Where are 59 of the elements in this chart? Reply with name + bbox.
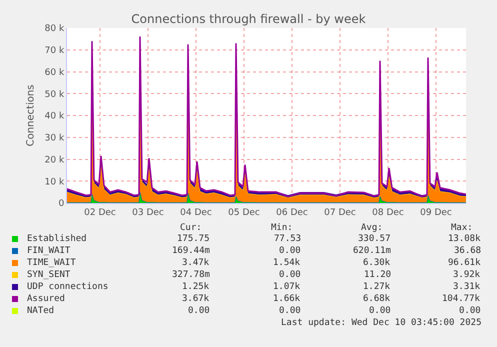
text: Min:	[271, 223, 293, 233]
y-tick-label: 20 k	[44, 155, 65, 166]
legend-label: Established	[27, 234, 87, 244]
text: 0.00	[459, 306, 481, 316]
text: 1.27k	[363, 282, 391, 292]
x-tick-label: 04 Dec	[180, 208, 212, 218]
x-tick-label: 08 Dec	[372, 208, 404, 218]
legend-label: TIME_WAIT	[27, 258, 76, 268]
text: 0.00	[279, 246, 301, 256]
legend-label: UDP connections	[27, 282, 108, 292]
legend-label: FIN_WAIT	[27, 246, 71, 256]
text: 175.75	[177, 234, 210, 244]
y-tick-label: 10 k	[44, 177, 65, 188]
y-tick-label: 80 k	[44, 24, 65, 34]
chart-title: Connections through firewall - by week	[131, 12, 366, 26]
text: 0.00	[279, 306, 301, 316]
x-tick-label: 06 Dec	[276, 208, 308, 218]
text: 1.07k	[273, 282, 301, 292]
text: 327.78m	[172, 270, 210, 280]
y-tick-label: 30 k	[44, 134, 65, 144]
text: 3.47k	[182, 258, 210, 268]
x-tick-label: 03 Dec	[132, 208, 164, 218]
legend-label: SYN_SENT	[27, 270, 71, 280]
text: 0.00	[369, 306, 391, 316]
text: 3.31k	[453, 282, 481, 292]
legend-label: Assured	[27, 294, 65, 304]
text: 11.20	[364, 270, 392, 280]
y-tick-label: 70 k	[44, 46, 65, 56]
text: 169.44m	[172, 246, 210, 256]
legend-label: NATed	[27, 306, 54, 316]
text: 36.68	[454, 246, 482, 256]
text: Last update: Wed Dec 10 03:45:00 2025	[281, 318, 482, 328]
text: 330.57	[358, 234, 391, 244]
text: Cur:	[180, 223, 202, 233]
y-axis-title: Connections	[26, 84, 37, 146]
y-tick-label: 50 k	[44, 90, 65, 100]
x-tick-label: 07 Dec	[324, 208, 356, 218]
text: 6.68k	[363, 294, 391, 304]
y-tick-label: 60 k	[44, 68, 65, 78]
text: 1.25k	[182, 282, 210, 292]
text: 104.77k	[442, 294, 481, 304]
text: 0.00	[188, 306, 210, 316]
text: 96.61k	[448, 258, 482, 268]
text: 620.11m	[353, 246, 391, 256]
y-tick-label: 0	[58, 199, 64, 210]
text: 13.08k	[448, 234, 482, 244]
x-tick-label: 02 Dec	[84, 208, 116, 218]
x-tick-label: 05 Dec	[228, 208, 260, 218]
text: Max:	[451, 223, 473, 233]
text: 0.00	[279, 270, 301, 280]
text: 3.92k	[453, 270, 481, 280]
y-tick-label: 40 k	[44, 112, 65, 122]
text: 77.53	[274, 234, 302, 244]
x-tick-label: 09 Dec	[420, 208, 452, 218]
text: 3.67k	[182, 294, 210, 304]
text: Avg:	[361, 223, 383, 233]
text: 1.54k	[273, 258, 301, 268]
text: 1.66k	[273, 294, 301, 304]
text: 6.30k	[363, 258, 391, 268]
